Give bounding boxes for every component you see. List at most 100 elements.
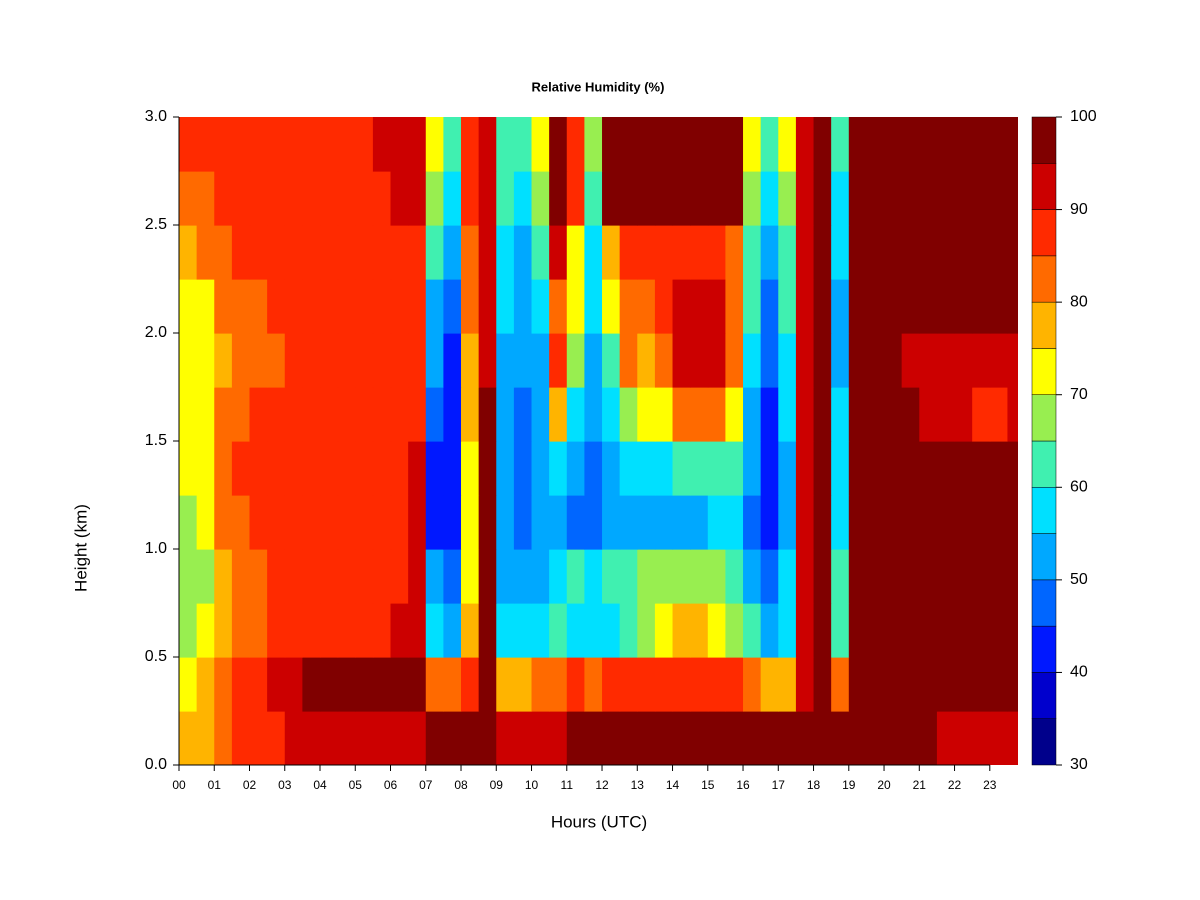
cell	[672, 225, 691, 280]
cell	[795, 333, 815, 388]
cell	[954, 495, 973, 550]
cell	[302, 387, 321, 442]
x-tick-label: 07	[419, 778, 433, 792]
cell	[372, 441, 392, 496]
colorbar-label: 90	[1070, 201, 1088, 218]
cell	[478, 279, 497, 334]
cell	[443, 603, 462, 658]
cell	[866, 279, 885, 334]
cell	[848, 441, 868, 496]
cell	[619, 603, 638, 658]
cell	[1007, 117, 1018, 172]
cell	[936, 711, 956, 765]
cell	[196, 279, 215, 334]
cell	[425, 333, 444, 388]
cell	[355, 711, 374, 765]
colorbar-swatch	[1031, 163, 1057, 210]
cell	[320, 279, 339, 334]
cell	[478, 441, 497, 496]
cell	[778, 441, 797, 496]
cell	[320, 171, 339, 226]
cell	[725, 387, 744, 442]
cell	[531, 279, 550, 334]
cell	[443, 333, 462, 388]
cell	[919, 171, 938, 226]
cell	[566, 333, 585, 388]
cell	[513, 117, 533, 172]
cell	[743, 117, 762, 172]
cell	[690, 495, 709, 550]
cell	[760, 225, 779, 280]
cell	[919, 603, 938, 658]
cell	[778, 225, 797, 280]
cell	[619, 279, 638, 334]
cell	[813, 333, 832, 388]
colorbar-swatch	[1031, 718, 1057, 766]
cell	[619, 657, 638, 712]
cell	[267, 441, 286, 496]
cell	[566, 549, 585, 604]
cell	[513, 657, 533, 712]
cell	[866, 333, 885, 388]
cell	[1007, 441, 1018, 496]
cell	[513, 225, 533, 280]
cell	[831, 171, 850, 226]
cell	[496, 603, 515, 658]
cell	[743, 225, 762, 280]
cell	[284, 225, 303, 280]
cell	[936, 657, 956, 712]
x-tick-label: 18	[807, 778, 821, 792]
cell	[619, 171, 638, 226]
x-tick-label: 08	[454, 778, 468, 792]
cell	[566, 225, 585, 280]
cell	[690, 333, 709, 388]
cell	[919, 333, 938, 388]
cell	[284, 657, 303, 712]
cell	[478, 387, 497, 442]
cell	[1007, 495, 1018, 550]
cell	[1007, 711, 1018, 765]
cell	[196, 225, 215, 280]
cell	[196, 657, 215, 712]
cell	[795, 387, 815, 442]
cell	[919, 117, 938, 172]
cell	[743, 549, 762, 604]
cell	[954, 171, 973, 226]
cell	[707, 603, 727, 658]
cell	[549, 441, 568, 496]
y-axis-label: Height (km)	[71, 504, 90, 592]
cell	[654, 117, 674, 172]
cell	[743, 441, 762, 496]
cell	[390, 225, 409, 280]
cell	[672, 711, 691, 765]
cell	[302, 171, 321, 226]
cell	[531, 495, 550, 550]
cell	[743, 387, 762, 442]
cell	[637, 225, 656, 280]
cell	[566, 657, 585, 712]
cell	[408, 603, 427, 658]
cell	[249, 495, 268, 550]
cell	[566, 711, 585, 765]
cell	[1007, 333, 1018, 388]
cell	[831, 657, 850, 712]
x-tick-label: 11	[561, 778, 574, 792]
cell	[320, 603, 339, 658]
cell	[549, 171, 568, 226]
cell	[866, 495, 885, 550]
cell	[179, 657, 198, 712]
cell	[954, 441, 973, 496]
cell	[249, 225, 268, 280]
cell	[566, 603, 585, 658]
cell	[214, 549, 233, 604]
cell	[619, 495, 638, 550]
cell	[919, 711, 938, 765]
cell	[478, 495, 497, 550]
cell	[901, 549, 920, 604]
cell	[549, 549, 568, 604]
cell	[584, 387, 603, 442]
cell	[831, 441, 850, 496]
cell	[672, 603, 691, 658]
cell	[831, 549, 850, 604]
cell	[848, 387, 868, 442]
